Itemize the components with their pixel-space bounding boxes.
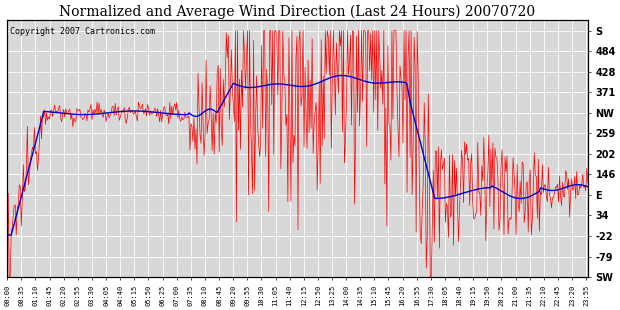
Title: Normalized and Average Wind Direction (Last 24 Hours) 20070720: Normalized and Average Wind Direction (L… (60, 4, 536, 19)
Text: Copyright 2007 Cartronics.com: Copyright 2007 Cartronics.com (10, 28, 155, 37)
